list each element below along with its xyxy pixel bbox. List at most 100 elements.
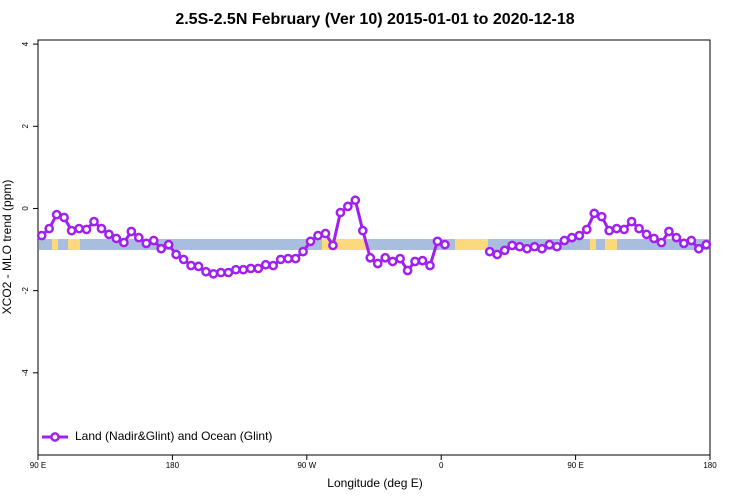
data-point: [231, 264, 241, 275]
data-point: [186, 260, 196, 271]
data-point: [238, 264, 249, 275]
data-point: [260, 259, 271, 270]
data-point: [74, 223, 84, 234]
data-point: [305, 236, 316, 247]
data-point: [529, 241, 540, 252]
data-point: [156, 243, 167, 254]
data-point: [372, 258, 383, 269]
data-point: [425, 260, 435, 271]
legend-label: Land (Nadir&Glint) and Ocean (Glint): [75, 429, 272, 443]
y-tick-label: 2: [21, 124, 30, 129]
data-point: [544, 239, 555, 250]
data-point: [350, 195, 361, 206]
data-point: [343, 201, 353, 212]
x-tick-label: 0: [439, 461, 444, 470]
data-point: [522, 243, 532, 254]
y-axis-label: XCO2 - MLO trend (ppm): [0, 180, 14, 315]
data-point: [626, 216, 637, 227]
data-point: [499, 245, 510, 256]
data-point: [380, 252, 391, 263]
data-point: [148, 235, 159, 246]
data-point: [484, 246, 495, 257]
data-point: [357, 225, 368, 236]
data-point: [387, 256, 398, 267]
data-point: [223, 267, 234, 278]
data-point: [686, 235, 697, 246]
data-point: [641, 229, 652, 240]
x-tick-label: 90 E: [567, 461, 583, 470]
data-point: [559, 235, 570, 246]
data-point: [552, 241, 562, 252]
data-point: [693, 243, 704, 254]
data-point: [507, 240, 517, 251]
data-point: [417, 255, 428, 266]
data-point: [574, 230, 585, 241]
data-point: [410, 256, 420, 267]
data-point: [432, 236, 443, 247]
data-point: [611, 223, 622, 234]
data-point: [126, 226, 137, 237]
data-point: [514, 241, 525, 252]
data-point: [328, 240, 338, 251]
data-point: [537, 243, 547, 254]
data-point: [664, 226, 674, 237]
data-point: [440, 239, 450, 250]
data-point: [119, 237, 129, 248]
data-point: [171, 249, 181, 260]
data-point: [298, 246, 308, 257]
data-point: [253, 263, 264, 274]
data-point: [335, 207, 346, 218]
data-point: [701, 239, 712, 250]
data-point: [619, 224, 629, 235]
data-point: [671, 232, 682, 243]
data-point: [275, 254, 286, 265]
data-point: [679, 238, 689, 249]
x-tick-label: 180: [703, 461, 717, 470]
data-point: [313, 230, 323, 241]
y-tick-label: 0: [21, 206, 30, 211]
data-point: [596, 211, 607, 222]
data-point: [163, 239, 174, 250]
data-point: [141, 238, 152, 249]
data-point: [36, 230, 47, 241]
data-point: [290, 253, 301, 264]
data-point: [89, 216, 99, 227]
data-point: [395, 253, 405, 264]
data-point: [59, 212, 69, 223]
x-axis-label: Longitude (deg E): [327, 476, 422, 490]
x-tick-label: 180: [166, 461, 180, 470]
data-point: [492, 249, 503, 260]
data-point: [104, 229, 114, 240]
y-tick-label: -4: [21, 369, 30, 377]
y-tick-label: 4: [21, 41, 30, 46]
data-point: [268, 260, 279, 271]
data-point: [634, 223, 644, 234]
surface-band: [39, 239, 709, 250]
x-tick-label: 90 E: [30, 461, 46, 470]
data-point: [133, 232, 144, 243]
data-point: [81, 224, 92, 235]
data-point: [402, 265, 413, 276]
data-point: [656, 237, 667, 248]
data-point: [604, 225, 615, 236]
data-point: [178, 254, 189, 265]
data-point: [245, 263, 256, 274]
chart-title: 2.5S-2.5N February (Ver 10) 2015-01-01 t…: [175, 11, 574, 28]
data-point: [589, 208, 600, 219]
data-point: [283, 253, 293, 264]
data-point: [96, 223, 107, 234]
data-point: [649, 233, 659, 244]
data-point: [193, 261, 204, 272]
x-tick-label: 90 W: [297, 461, 316, 470]
legend-marker: [50, 432, 60, 442]
data-point: [581, 224, 592, 235]
data-point: [51, 209, 62, 220]
y-tick-label: -2: [21, 287, 30, 295]
data-point: [208, 268, 219, 279]
data-point: [567, 232, 577, 243]
series-line: [40, 197, 446, 276]
data-point: [365, 252, 376, 263]
data-point: [201, 266, 211, 277]
data-point: [320, 228, 331, 239]
